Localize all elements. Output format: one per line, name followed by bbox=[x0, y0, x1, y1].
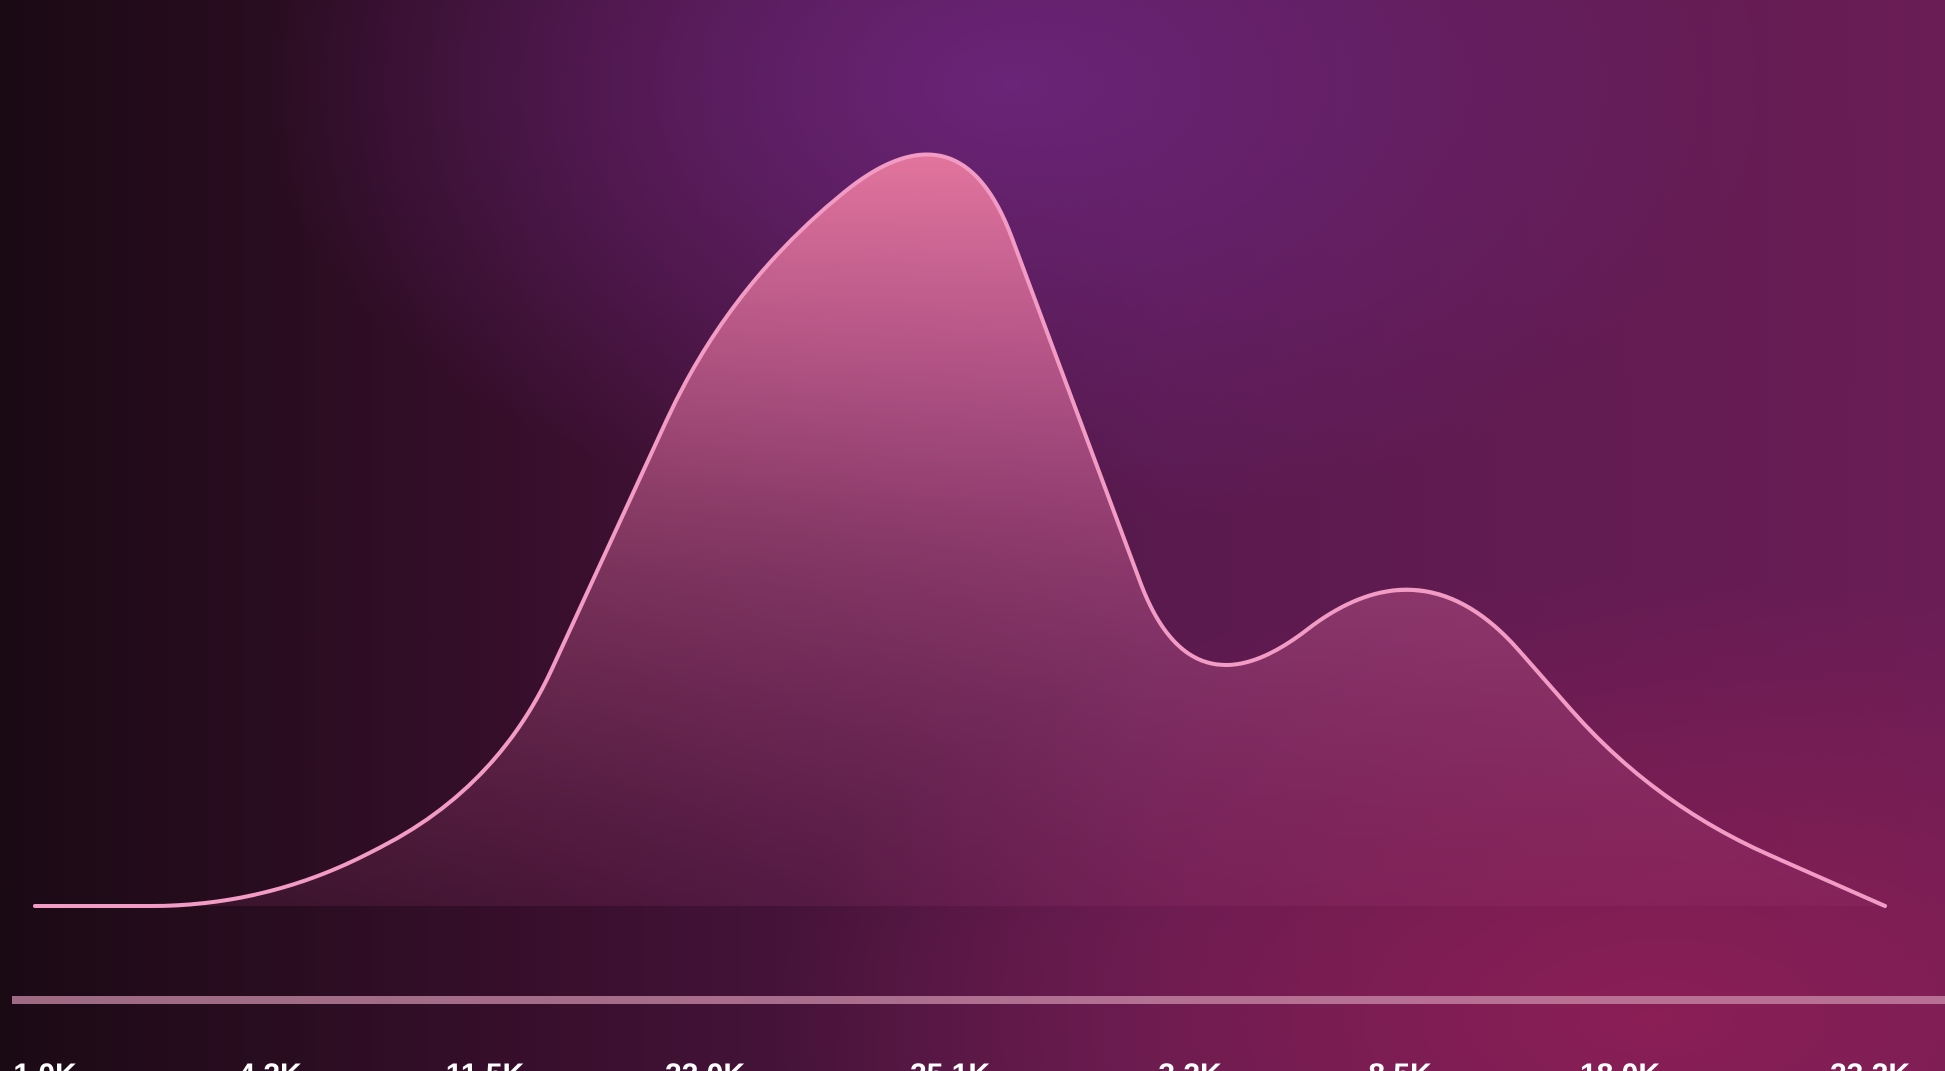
data-point-6 bbox=[1420, 538, 1426, 544]
x-tick-label-0: 1.0K bbox=[13, 1058, 77, 1071]
x-tick-label-1: 4.2K bbox=[238, 1058, 302, 1071]
series-line bbox=[33, 152, 1887, 908]
series-area bbox=[35, 154, 1885, 906]
data-point-0 bbox=[32, 903, 38, 909]
x-tick-label-6: 8.5K bbox=[1368, 1058, 1432, 1071]
data-point-2 bbox=[495, 784, 501, 790]
series-line-path bbox=[33, 152, 1887, 908]
x-tick-label-4: 25.1K bbox=[910, 1058, 990, 1071]
x-tick-label-3: 22.0K bbox=[665, 1058, 745, 1071]
x-tick-label-7: 18.0K bbox=[1580, 1058, 1660, 1071]
data-point-8 bbox=[1882, 903, 1888, 909]
series-area-fill bbox=[35, 154, 1885, 906]
x-tick-label-5: 3.2K bbox=[1158, 1058, 1222, 1071]
data-point-5 bbox=[1188, 716, 1194, 722]
data-point-1 bbox=[263, 903, 269, 909]
x-tick-label-2: 11.5K bbox=[446, 1058, 525, 1071]
data-point-3 bbox=[726, 283, 732, 289]
data-point-4 bbox=[957, 96, 963, 102]
x-axis-tick-labels: 1.0K 4.2K 11.5K 22.0K 25.1K 3.2K 8.5K 18.0K 23.2… bbox=[13, 1058, 1910, 1071]
data-point-7 bbox=[1651, 801, 1657, 807]
x-tick-label-8: 23.2K bbox=[1830, 1058, 1910, 1071]
